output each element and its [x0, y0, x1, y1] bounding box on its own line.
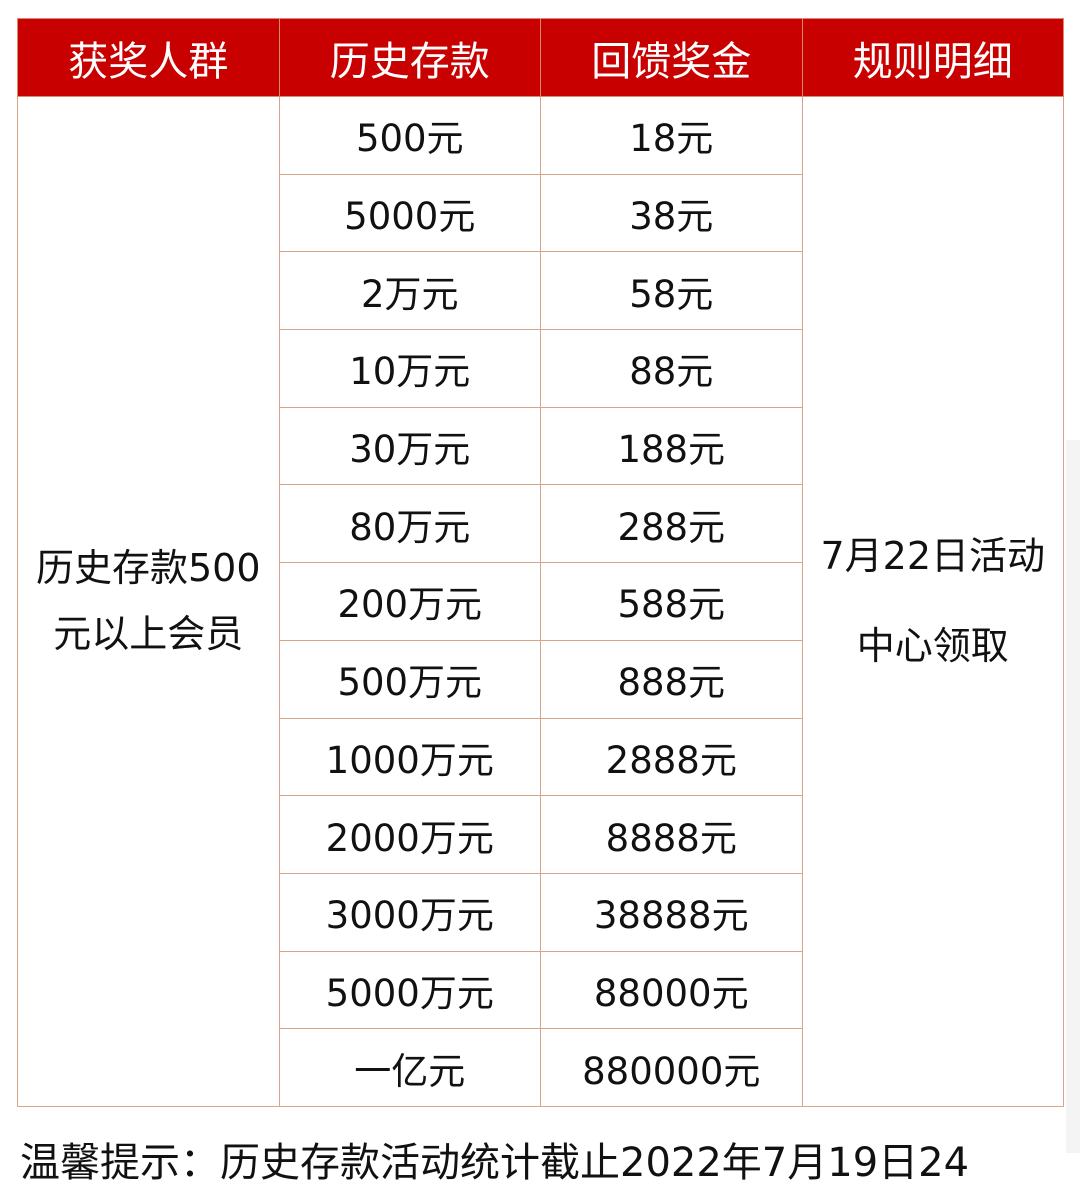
bonus-cell: 88元	[540, 329, 803, 408]
table-row: 一亿元 880000元	[18, 1028, 1064, 1107]
bonus-cell: 288元	[540, 484, 803, 564]
scroll-edge	[1066, 440, 1080, 1153]
table-row: 1000万元 2888元	[18, 717, 1064, 797]
bonus-cell: 58元	[540, 251, 803, 331]
table-row: 500万元 888元	[18, 639, 1064, 719]
deposit-cell: 3000万元	[278, 872, 541, 952]
table-row: 5000万元 88000元	[18, 950, 1064, 1030]
bonus-cell: 888元	[540, 639, 803, 719]
header-deposit: 历史存款	[278, 18, 541, 97]
reward-table: 获奖人群 历史存款 回馈奖金 规则明细 历史存款500元以上会员 500元 18元 7…	[17, 18, 1064, 1107]
table-row: 2000万元 8888元	[18, 795, 1064, 874]
notice-text: 温馨提示：历史存款活动统计截止2022年7月19日24	[20, 1140, 970, 1186]
group-cell: 历史存款500元以上会员	[17, 96, 280, 1107]
bonus-cell: 38元	[540, 173, 803, 253]
table-row: 2万元 58元	[18, 251, 1064, 331]
deposit-cell: 1000万元	[278, 717, 541, 797]
deposit-cell: 500元	[278, 96, 541, 175]
deposit-cell: 2000万元	[278, 795, 541, 874]
table-row: 30万元 188元	[18, 406, 1064, 486]
deposit-cell: 10万元	[278, 329, 541, 408]
bonus-cell: 8888元	[540, 795, 803, 874]
deposit-cell: 5000万元	[278, 950, 541, 1030]
bonus-cell: 88000元	[540, 950, 803, 1030]
table-row: 历史存款500元以上会员 500元 18元 7月22日活动中心领取	[17, 96, 1064, 1107]
bonus-cell: 880000元	[540, 1028, 803, 1107]
deposit-cell: 2万元	[278, 251, 541, 331]
bonus-cell: 2888元	[540, 717, 803, 797]
rule-cell: 7月22日活动中心领取	[801, 96, 1064, 1107]
table-header: 获奖人群 历史存款 回馈奖金 规则明细	[17, 18, 1064, 97]
header-rule: 规则明细	[801, 18, 1064, 97]
deposit-cell: 200万元	[278, 562, 541, 641]
bonus-cell: 588元	[540, 562, 803, 641]
deposit-cell: 一亿元	[278, 1028, 541, 1107]
header-group: 获奖人群	[17, 18, 280, 97]
table-row: 5000元 38元	[18, 173, 1064, 253]
header-bonus: 回馈奖金	[540, 18, 803, 97]
table-row: 3000万元 38888元	[18, 872, 1064, 952]
deposit-cell: 500万元	[278, 639, 541, 719]
bonus-cell: 188元	[540, 406, 803, 486]
table-row: 10万元 88元	[18, 329, 1064, 408]
deposit-cell: 5000元	[278, 173, 541, 253]
table-row: 200万元 588元	[18, 562, 1064, 641]
deposit-cell: 30万元	[278, 406, 541, 486]
deposit-cell: 80万元	[278, 484, 541, 564]
table-row: 80万元 288元	[18, 484, 1064, 564]
bonus-cell: 18元	[540, 96, 803, 175]
bonus-cell: 38888元	[540, 872, 803, 952]
